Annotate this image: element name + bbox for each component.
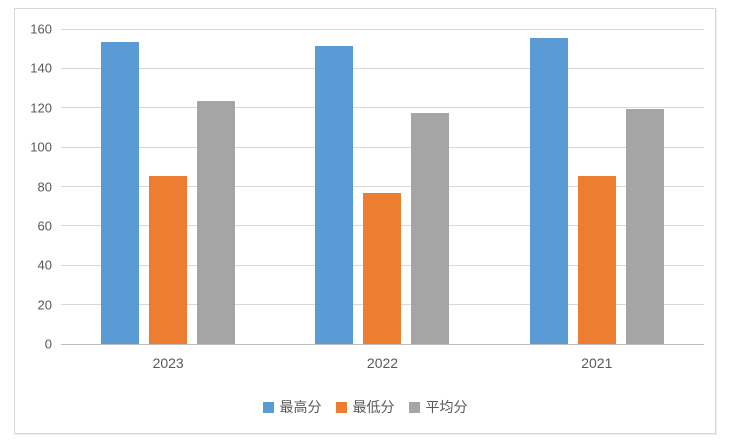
bar-平均分-2023 bbox=[197, 100, 236, 344]
y-tick-label-120: 120 bbox=[30, 100, 52, 116]
plot-area: 0 20 40 60 80 100 120 140 160 2023 2022 2021 bbox=[30, 22, 704, 371]
bar-group-2023 bbox=[61, 29, 275, 344]
x-axis-line bbox=[61, 343, 704, 345]
bar-最高分-2022 bbox=[315, 45, 354, 344]
y-tick-label-40: 40 bbox=[37, 257, 52, 273]
chart-frame: 0 20 40 60 80 100 120 140 160 2023 2022 2021 最高分 最低分… bbox=[14, 8, 716, 434]
bar-最高分-2023 bbox=[101, 41, 140, 344]
legend-item-最高分: 最高分 bbox=[262, 397, 322, 417]
legend-label-平均分: 平均分 bbox=[425, 399, 468, 415]
y-tick-label-160: 160 bbox=[30, 21, 52, 37]
bar-group-2021 bbox=[490, 29, 704, 344]
bar-最低分-2021 bbox=[577, 175, 616, 344]
y-tick-label-100: 100 bbox=[30, 139, 52, 155]
legend-swatch-icon bbox=[335, 401, 347, 413]
legend-label-最低分: 最低分 bbox=[352, 399, 395, 415]
gridline-100 bbox=[61, 146, 704, 148]
chart-legend: 最高分 最低分 平均分 bbox=[15, 397, 715, 417]
gridline-140 bbox=[61, 67, 704, 69]
y-tick-label-140: 140 bbox=[30, 60, 52, 76]
legend-label-最高分: 最高分 bbox=[279, 399, 322, 415]
legend-swatch-icon bbox=[408, 401, 420, 413]
bar-最低分-2022 bbox=[363, 193, 402, 344]
bar-平均分-2021 bbox=[625, 108, 664, 344]
x-tick-label-2022: 2022 bbox=[366, 355, 399, 371]
legend-item-最低分: 最低分 bbox=[335, 397, 395, 417]
y-tick-label-0: 0 bbox=[44, 336, 52, 352]
gridline-120 bbox=[61, 107, 704, 109]
y-tick-label-20: 20 bbox=[37, 297, 52, 313]
y-tick-label-80: 80 bbox=[37, 179, 52, 194]
x-tick-label-2023: 2023 bbox=[152, 355, 184, 371]
bar-最高分-2021 bbox=[529, 37, 568, 344]
bar-最低分-2023 bbox=[149, 175, 188, 344]
x-tick-label-2021: 2021 bbox=[581, 355, 613, 371]
gridline-80 bbox=[61, 186, 704, 187]
y-tick-label-60: 60 bbox=[37, 218, 52, 234]
gridline-160 bbox=[61, 28, 704, 30]
bar-平均分-2022 bbox=[411, 112, 450, 344]
legend-item-平均分: 平均分 bbox=[408, 397, 468, 417]
bar-group-2022 bbox=[275, 29, 489, 344]
legend-swatch-icon bbox=[262, 401, 274, 413]
